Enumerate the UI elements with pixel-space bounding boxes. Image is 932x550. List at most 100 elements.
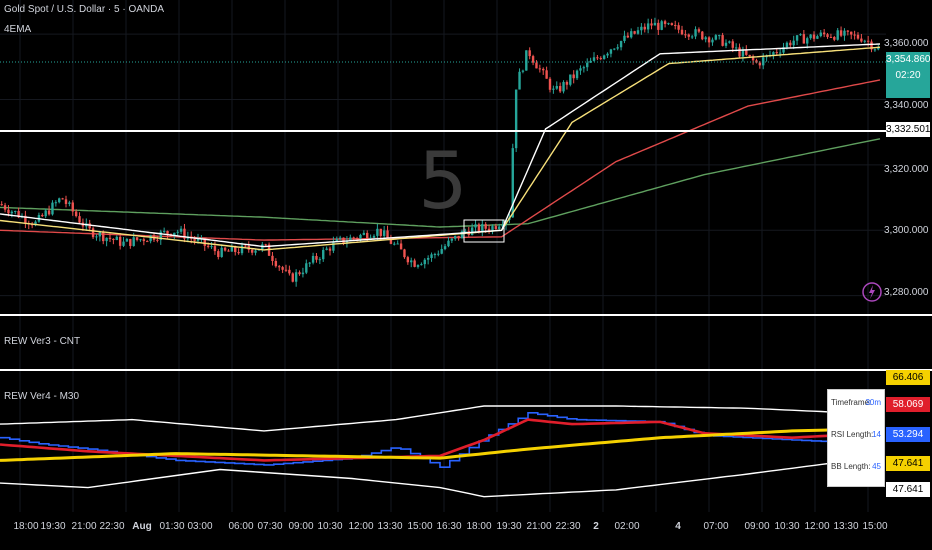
horizontal-line-price-badge: 3,332.501 <box>886 122 931 137</box>
candle-body <box>41 214 44 217</box>
candle-body <box>863 40 866 42</box>
candle-body <box>751 56 755 61</box>
candle-body <box>785 42 789 48</box>
lightning-icon[interactable] <box>862 282 882 302</box>
ema-green-path <box>0 138 881 228</box>
watermark-text: 5 <box>418 137 468 227</box>
time-tick: 19:30 <box>40 521 66 532</box>
candle-body <box>386 230 389 239</box>
candle-body <box>596 57 599 59</box>
candle-body <box>582 67 586 69</box>
time-tick: 07:00 <box>703 521 729 532</box>
candle-body <box>332 241 335 251</box>
candle-body <box>707 37 711 43</box>
info-row-timeframe: Timeframe: 30m <box>831 398 881 410</box>
candle-body <box>338 237 342 239</box>
candle-body <box>599 58 602 60</box>
candle-body <box>118 236 122 246</box>
candle-body <box>734 47 738 49</box>
candle-body <box>843 30 846 36</box>
candle-body <box>552 88 555 90</box>
time-tick: 19:30 <box>496 521 522 532</box>
time-tick: 13:30 <box>833 521 859 532</box>
ema-yellow-path <box>0 46 881 251</box>
candle-body <box>423 259 426 265</box>
candle-body <box>44 210 47 217</box>
osc-badge: 47.641 <box>886 482 930 497</box>
time-tick: 03:00 <box>187 521 213 532</box>
rsi-blue-line <box>0 412 881 468</box>
candle-body <box>217 251 220 257</box>
candle-body <box>833 37 836 40</box>
candle-body <box>660 21 663 30</box>
candle-body <box>142 239 146 242</box>
time-tick: 09:00 <box>288 521 314 532</box>
time-tick: 12:00 <box>804 521 830 532</box>
candle-body <box>866 40 870 42</box>
candle-body <box>545 70 548 79</box>
candle-body <box>274 260 278 267</box>
candle-body <box>240 245 244 254</box>
indicator-4ema-label[interactable]: 4EMA <box>4 24 32 35</box>
candle-body <box>244 245 247 247</box>
ema-yellow-line <box>0 46 881 251</box>
candle-body <box>525 50 528 71</box>
time-tick: 18:00 <box>466 521 492 532</box>
candle-body <box>403 249 406 258</box>
candle-body <box>724 42 728 46</box>
indicator-rew-ver4-label[interactable]: REW Ver4 - M30 <box>4 391 80 402</box>
candle-body <box>704 37 707 40</box>
candle-body <box>470 227 474 236</box>
symbol-title[interactable]: Gold Spot / U.S. Dollar · 5 · OANDA <box>4 4 165 15</box>
candle-body <box>575 70 579 79</box>
candle-body <box>193 238 196 241</box>
candle-body <box>623 35 626 42</box>
candle-body <box>528 50 531 57</box>
candle-body <box>51 202 54 215</box>
candle-body <box>630 31 633 38</box>
candle-body <box>839 30 843 36</box>
candle-body <box>196 238 200 241</box>
time-tick: 13:30 <box>377 521 403 532</box>
timeframe-label: Timeframe: <box>831 398 872 407</box>
time-tick: 09:00 <box>744 521 770 532</box>
candle-body <box>711 39 714 43</box>
candle-body <box>454 235 457 239</box>
candle-body <box>437 253 440 255</box>
candle-body <box>789 42 792 46</box>
candle-body <box>477 224 481 232</box>
candle-body <box>98 232 102 237</box>
candle-body <box>758 62 762 66</box>
candle-body <box>213 246 217 252</box>
candle-body <box>34 221 37 226</box>
box-annotation[interactable] <box>463 219 505 243</box>
candle-body <box>264 244 267 246</box>
time-tick: 12:00 <box>348 521 374 532</box>
info-row-bb: BB Length: 45 <box>831 462 881 474</box>
time-tick: 21:00 <box>71 521 97 532</box>
indicator-rew-ver3-label[interactable]: REW Ver3 - CNT <box>4 336 81 347</box>
candle-body <box>311 255 315 263</box>
candle-body <box>159 231 162 241</box>
candle-body <box>146 241 149 243</box>
candle-body <box>362 232 366 235</box>
ema-red-line <box>0 79 881 241</box>
candle-body <box>487 228 491 231</box>
candle-body <box>450 238 454 241</box>
bb-length-label: BB Length: <box>831 462 871 471</box>
timeframe-value: 30m <box>865 398 881 407</box>
candle-body <box>396 243 399 245</box>
candle-body <box>741 50 745 57</box>
candle-body <box>298 272 301 275</box>
candle-body <box>359 234 362 239</box>
candle-body <box>430 254 433 258</box>
candle-body <box>663 21 667 24</box>
price-tick: 3,360.000 <box>884 38 929 49</box>
candle-body <box>278 266 281 268</box>
time-tick: 21:00 <box>526 521 552 532</box>
candle-body <box>210 246 213 248</box>
time-tick: 15:00 <box>862 521 888 532</box>
candle-body <box>91 228 95 238</box>
candle-body <box>203 238 206 246</box>
